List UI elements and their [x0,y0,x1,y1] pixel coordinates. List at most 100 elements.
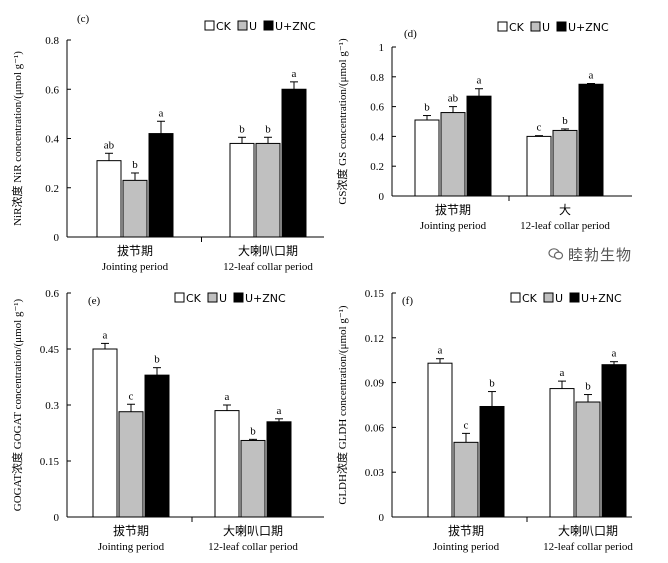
y-tick-label: 0 [379,512,385,524]
legend: CK U U+ZNC [497,21,609,34]
panel-label: (d) [404,28,417,40]
x-category-label-en: Jointing period [433,541,500,553]
chart-panel-d: 0 0.2 0.4 0.6 0.8 1 GS浓度 GS concentration/(μmo… [335,21,632,232]
significance-letter: a [438,345,443,357]
legend-label: U [249,20,257,33]
legend-swatch [556,21,567,32]
legend-label: U [219,292,227,305]
legend-swatch [233,292,244,303]
y-tick-label: 0.6 [45,84,59,96]
legend-label: U+ZNC [568,21,609,34]
y-tick-label: 0 [54,232,60,244]
bar-ck [229,142,255,238]
legend-swatch [237,20,248,31]
y-tick-label: 0.8 [45,35,59,47]
y-tick-label: 0.12 [365,333,384,345]
bar-ck [526,135,552,197]
significance-letter: c [537,122,542,134]
significance-letter: b [489,378,495,390]
significance-letter: a [159,107,164,119]
significance-letter: ab [448,93,459,105]
x-category-label-cn: 大喇叭口期 [558,523,618,538]
bar-u-znc [148,133,174,238]
legend: CK U U+ZNC [174,292,286,305]
panel-label: (c) [77,13,90,25]
legend-swatch [174,292,185,303]
legend-label: CK [186,292,202,305]
bar-ck [96,160,122,238]
y-tick-label: 0 [54,512,60,524]
x-category-label-cn: 拔节期 [117,243,153,258]
significance-letter: a [277,405,282,417]
y-tick-label: 0.15 [40,456,60,468]
significance-letter: a [292,68,297,80]
significance-letter: b [154,354,160,366]
legend: CK U U+ZNC [510,292,622,305]
bar-ck [549,388,575,518]
x-category-label-en: 12-leaf collar period [543,541,633,553]
x-category-label-cn: 拔节期 [113,523,149,538]
bar-u [122,179,148,238]
y-tick-label: 0 [379,191,385,203]
bar-u [552,129,578,197]
bar-u-znc [144,374,170,518]
legend-swatch [207,292,218,303]
x-category-label-cn: 拔节期 [448,523,484,538]
bar-u-znc [601,364,627,518]
y-tick-label: 0.03 [365,467,385,479]
y-axis-label: NiR浓度 NiR concentration/(μmol g⁻¹) [10,51,24,226]
y-tick-label: 0.45 [40,344,60,356]
bar-u [453,441,479,518]
chart-panel-f: 0 0.03 0.06 0.09 0.12 0.15 GLDH浓度 GLDH concent… [335,288,633,553]
legend: CK U U+ZNC [204,20,316,33]
x-category-label-cn: 大 [559,203,571,217]
significance-letter: b [562,115,568,127]
significance-letter: a [477,75,482,87]
x-category-label-en: 12-leaf collar period [520,220,610,232]
bar-u [440,112,466,197]
significance-letter: a [612,348,617,360]
y-tick-label: 0.3 [45,400,59,412]
x-category-label-cn: 大喇叭口期 [238,243,298,258]
significance-letter: a [589,70,594,82]
bar-u-znc [466,95,492,197]
significance-letter: b [132,159,138,171]
panel-label: (e) [88,295,101,307]
bar-u [118,411,144,518]
legend-swatch [543,292,554,303]
legend-label: CK [509,21,525,34]
x-category-label-en: Jointing period [102,261,169,273]
bar-u-znc [266,421,292,518]
watermark-text: 睦勃生物 [568,246,633,264]
y-tick-label: 0.06 [365,422,385,434]
bar-ck [92,348,118,518]
y-tick-label: 1 [379,42,385,54]
significance-letter: a [560,367,565,379]
legend-label: U+ZNC [275,20,316,33]
bar-ck [414,119,440,197]
y-tick-label: 0.6 [370,102,384,114]
significance-letter: b [585,381,591,393]
x-category-label-en: 12-leaf collar period [223,261,313,273]
y-axis-label: GOGAT浓度 GOGAT concentration/(μmol g⁻¹) [10,298,24,511]
significance-letter: c [129,390,134,402]
significance-letter: a [103,329,108,341]
x-category-label-en: Jointing period [98,541,165,553]
x-category-label-cn: 拔节期 [435,202,471,217]
chart-panel-e: 0 0.15 0.3 0.45 0.6 GOGAT浓度 GOGAT concentrati… [10,288,324,553]
significance-letter: ab [104,139,115,151]
y-tick-label: 0.15 [365,288,385,300]
bar-u [575,401,601,518]
y-tick-label: 0.4 [370,131,384,143]
y-tick-label: 0.2 [45,183,59,195]
chart-panel-c: 0 0.2 0.4 0.6 0.8 NiR浓度 NiR concentration/(μm… [10,13,324,273]
significance-letter: a [225,391,230,403]
y-axis-label: GS浓度 GS concentration/(μmol g⁻¹) [335,38,349,205]
x-category-label-cn: 大喇叭口期 [223,523,283,538]
bar-u-znc [479,405,505,518]
legend-label: U+ZNC [581,292,622,305]
bar-u-znc [281,88,307,238]
y-tick-label: 0.8 [370,72,384,84]
bar-ck [214,410,240,518]
